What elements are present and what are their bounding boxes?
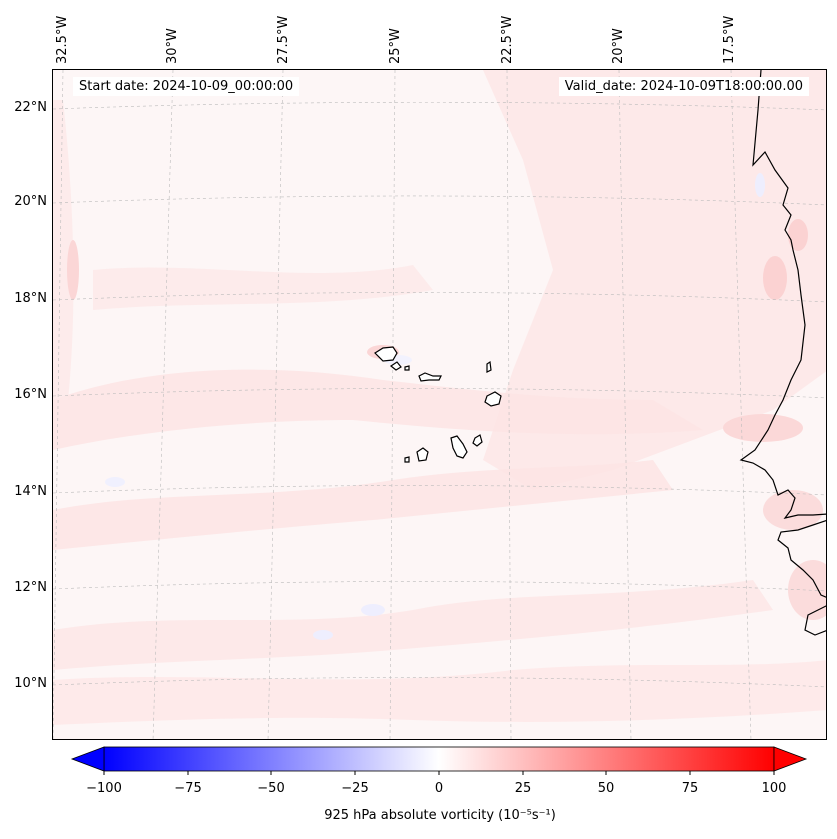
meridian bbox=[618, 70, 632, 739]
colorbar-tick-label: 100 bbox=[761, 781, 787, 796]
colorbar-title-units: (10⁻⁵s⁻¹) bbox=[498, 808, 556, 823]
positive-vorticity-band bbox=[53, 100, 74, 400]
island-sal bbox=[486, 360, 492, 373]
graticule bbox=[53, 70, 826, 739]
positive-vorticity-band bbox=[53, 580, 773, 670]
parallel bbox=[53, 581, 826, 592]
negative-vorticity-cell bbox=[755, 173, 765, 197]
positive-vorticity-cell bbox=[67, 240, 79, 300]
colorbar-tick-label: 0 bbox=[434, 781, 444, 796]
island-brava bbox=[404, 456, 410, 463]
colorbar-min-extension bbox=[70, 746, 105, 772]
longitude-label: 32.5°W bbox=[55, 15, 70, 64]
island-santiago bbox=[450, 435, 468, 459]
map-area bbox=[52, 69, 827, 740]
longitude-label: 30°W bbox=[165, 28, 180, 64]
negative-vorticity-cell bbox=[313, 630, 333, 640]
meridian bbox=[389, 70, 396, 739]
colorbar-gradient bbox=[103, 746, 775, 772]
longitude-label: 20°W bbox=[611, 28, 626, 64]
meridian bbox=[152, 70, 174, 739]
latitude-label: 20°N bbox=[14, 194, 47, 209]
colorbar bbox=[70, 746, 808, 775]
coastline bbox=[739, 70, 826, 636]
valid-date-label: Valid_date: 2024-10-09T18:00:00.00 bbox=[558, 77, 809, 96]
longitude-label: 17.5°W bbox=[722, 15, 737, 64]
positive-vorticity-cell bbox=[788, 560, 826, 620]
africa-coastline bbox=[777, 520, 826, 598]
longitude-label: 22.5°W bbox=[500, 15, 515, 64]
latitude-label: 18°N bbox=[14, 291, 47, 306]
island-fogo bbox=[416, 447, 429, 462]
longitude-label: 27.5°W bbox=[276, 15, 291, 64]
positive-vorticity-band bbox=[53, 460, 673, 550]
negative-vorticity-cell bbox=[105, 477, 125, 487]
island-sao-vicente bbox=[389, 361, 402, 371]
negative-vorticity-cell bbox=[361, 604, 385, 616]
colorbar-tick-label: 75 bbox=[681, 781, 699, 796]
island-maio bbox=[472, 434, 483, 447]
colorbar-title: 925 hPa absolute vorticity (10⁻⁵s⁻¹) bbox=[0, 808, 837, 823]
latitude-label: 16°N bbox=[14, 387, 47, 402]
positive-vorticity-cell bbox=[788, 219, 808, 251]
island-boa-vista bbox=[484, 391, 502, 407]
colorbar-title-text: 925 hPa absolute vorticity bbox=[324, 808, 495, 823]
africa-coastline bbox=[739, 70, 826, 519]
meridian bbox=[53, 70, 64, 739]
colorbar-tick-label: 50 bbox=[597, 781, 615, 796]
colorbar-tick-label: −100 bbox=[86, 781, 122, 796]
positive-vorticity-band bbox=[483, 70, 826, 490]
parallel bbox=[53, 292, 826, 303]
latitude-label: 22°N bbox=[14, 100, 47, 115]
colorbar-tick-label: −50 bbox=[257, 781, 285, 796]
meridian bbox=[506, 70, 512, 739]
longitude-label: 25°W bbox=[388, 28, 403, 64]
latitude-label: 12°N bbox=[14, 580, 47, 595]
parallel bbox=[53, 101, 826, 111]
positive-vorticity-band bbox=[53, 660, 826, 725]
latitude-label: 14°N bbox=[14, 484, 47, 499]
africa-coastline bbox=[804, 605, 826, 636]
parallel bbox=[53, 388, 826, 399]
colorbar-tick-marks bbox=[103, 771, 775, 775]
positive-vorticity-band bbox=[93, 265, 433, 310]
parallel bbox=[53, 195, 826, 206]
island-santa-luzia bbox=[404, 365, 410, 371]
positive-vorticity-cell bbox=[763, 490, 823, 530]
positive-vorticity-cell bbox=[763, 256, 787, 300]
parallel bbox=[53, 485, 826, 496]
colorbar-tick-label: 25 bbox=[514, 781, 532, 796]
island-sao-nicolau bbox=[418, 372, 442, 382]
positive-vorticity-band bbox=[53, 369, 703, 450]
cape-verde-islands bbox=[374, 346, 502, 463]
latitude-label: 10°N bbox=[14, 676, 47, 691]
colorbar-max-extension bbox=[773, 746, 808, 772]
start-date-label: Start date: 2024-10-09_00:00:00 bbox=[73, 77, 300, 96]
colorbar-tick-label: −25 bbox=[341, 781, 369, 796]
positive-vorticity-cell bbox=[723, 414, 803, 442]
vorticity-map bbox=[53, 70, 826, 739]
vorticity-field bbox=[53, 70, 826, 739]
parallel bbox=[53, 677, 826, 688]
meridian bbox=[267, 70, 284, 739]
island-santo-antao bbox=[374, 346, 398, 362]
colorbar-tick-label: −75 bbox=[174, 781, 202, 796]
meridian bbox=[730, 70, 752, 739]
